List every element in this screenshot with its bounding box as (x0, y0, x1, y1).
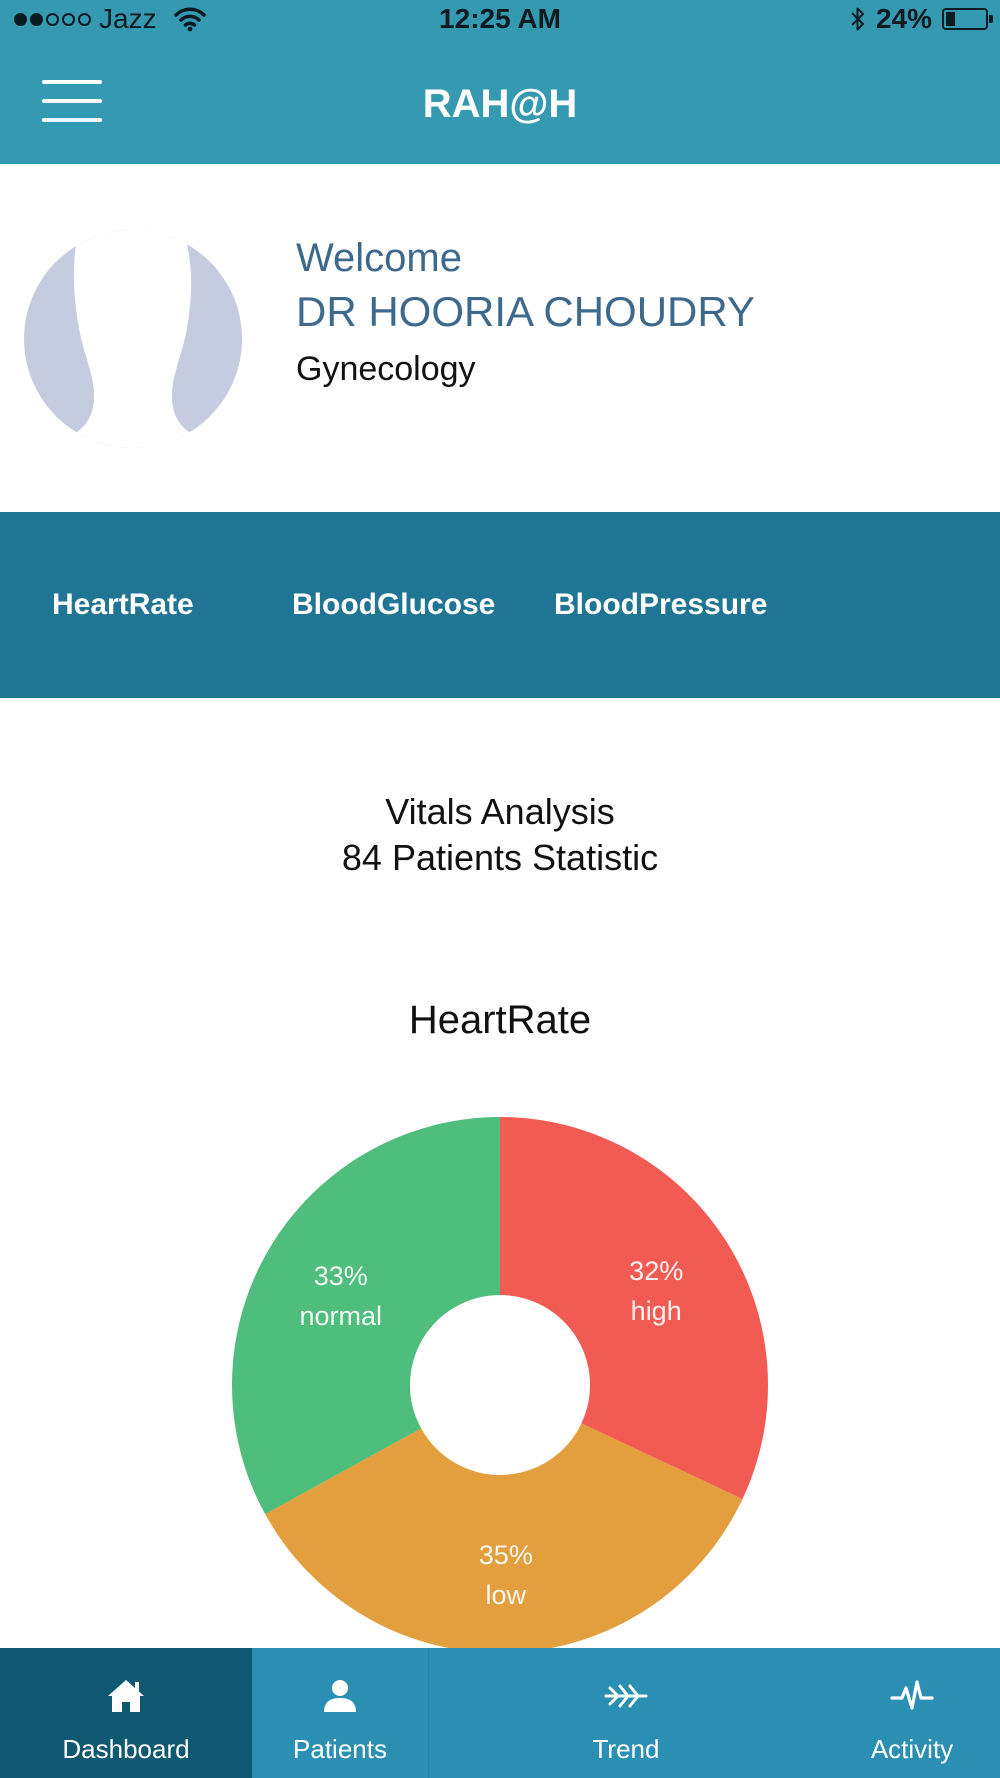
home-icon (108, 1680, 144, 1712)
profile-card: Welcome DR HOORIA CHOUDRY Gynecology (0, 164, 1000, 512)
doctor-name: DR HOORIA CHOUDRY (296, 288, 755, 335)
doctor-specialty: Gynecology (296, 350, 476, 388)
chart-title: HeartRate (408, 998, 592, 1042)
status-bar: Jazz 12:25 AM 24% (0, 0, 1000, 40)
pulse-icon (890, 1680, 934, 1710)
tab-label: Trend (592, 1734, 660, 1764)
battery-icon (942, 8, 993, 30)
analysis-title: Vitals Analysis (385, 791, 615, 832)
app-title: RAH@H (422, 82, 578, 126)
tab-dashboard[interactable]: Dashboard (0, 1648, 252, 1778)
tab-label: Activity (870, 1734, 954, 1764)
status-left: Jazz (14, 3, 207, 35)
battery-percent: 24% (875, 3, 932, 34)
status-time: 12:25 AM (439, 3, 561, 34)
nav-bar: RAH@H (0, 40, 1000, 164)
tab-heartrate[interactable]: HeartRate (52, 588, 194, 621)
donut-slice-low[interactable] (265, 1423, 743, 1654)
person-silhouette-icon (24, 230, 242, 448)
tab-label: Dashboard (62, 1734, 190, 1764)
analysis-subtitle: 84 Patients Statistic (341, 837, 659, 878)
tab-patients[interactable]: Patients (252, 1648, 428, 1778)
person-icon (324, 1680, 356, 1712)
tab-label: Patients (293, 1734, 387, 1764)
tab-trend[interactable]: Trend (428, 1648, 824, 1778)
trend-icon (604, 1684, 648, 1708)
tab-activity[interactable]: Activity (824, 1648, 1000, 1778)
vitals-tab-bar: HeartRate BloodGlucose BloodPressure (0, 512, 1000, 698)
hamburger-menu-icon[interactable] (42, 80, 102, 124)
welcome-text: Welcome (296, 236, 462, 280)
donut-slice-normal[interactable] (232, 1117, 500, 1515)
donut-slice-high[interactable] (500, 1117, 769, 1500)
tab-bloodpressure[interactable]: BloodPressure (554, 588, 768, 621)
wifi-icon (173, 7, 206, 32)
tab-bloodglucose[interactable]: BloodGlucose (292, 588, 496, 621)
bottom-tab-bar: Dashboard Patients Trend Activity (0, 1648, 1000, 1778)
signal-strength-icon (14, 12, 91, 26)
bluetooth-icon (851, 7, 864, 31)
status-right: 24% (850, 3, 993, 35)
carrier-name: Jazz (99, 3, 157, 34)
